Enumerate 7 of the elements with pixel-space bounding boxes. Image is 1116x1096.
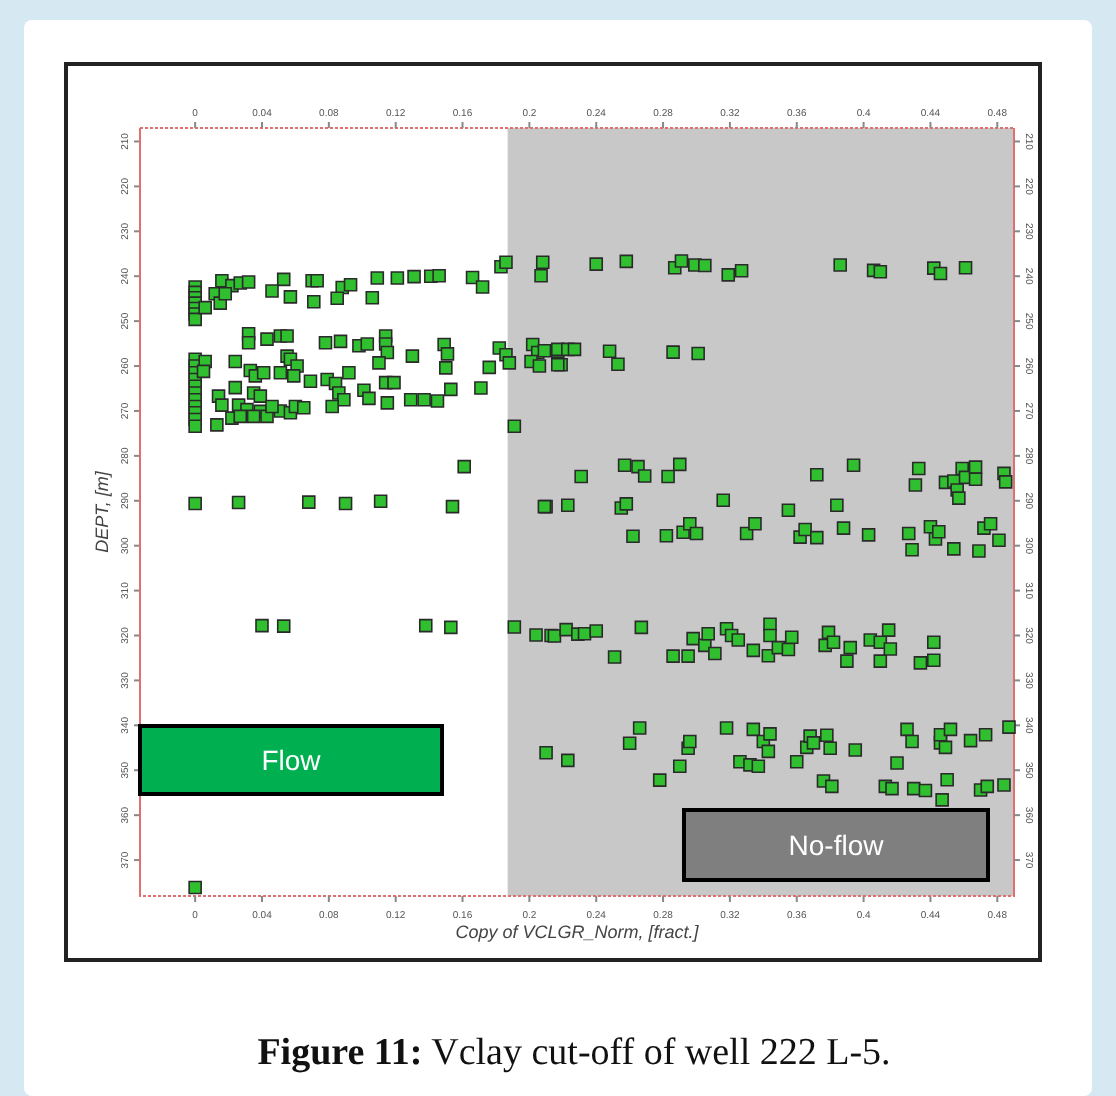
annotation: No-flow (788, 829, 886, 861)
label-box: Flow (138, 724, 444, 796)
y-axis-title: DEPT, [m] (92, 470, 112, 553)
x-axis-title: Copy of VCLGR_Norm, [fract.] (455, 922, 700, 942)
label-box: No-flow (682, 808, 990, 882)
annotation: Flow (261, 744, 323, 776)
caption: Figure 11: Vclay cut-off of well 222 L-5. (257, 1032, 891, 1074)
